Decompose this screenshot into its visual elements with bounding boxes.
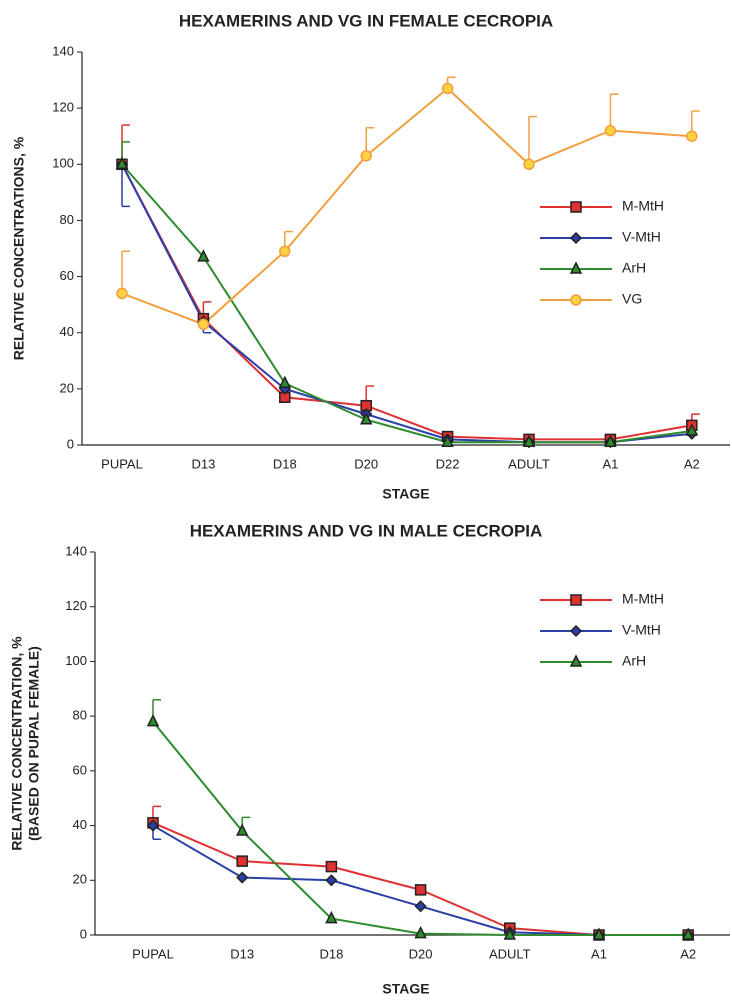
legend-label: V-MtH	[622, 622, 661, 638]
marker	[570, 201, 582, 213]
y-tick-label: 60	[60, 268, 74, 283]
legend-label: M-MtH	[622, 198, 664, 214]
y-tick-label: 80	[60, 212, 74, 227]
marker	[685, 423, 699, 436]
y-tick-label: 80	[73, 708, 87, 723]
y-tick-label: 20	[73, 872, 87, 887]
x-axis-title: STAGE	[382, 981, 429, 997]
y-tick-label: 60	[73, 762, 87, 777]
y-tick-label: 20	[60, 380, 74, 395]
y-tick-label: 100	[52, 156, 74, 171]
error-bar	[528, 115, 537, 165]
x-tick-label: A2	[680, 946, 696, 961]
marker	[414, 900, 427, 913]
marker	[441, 82, 454, 95]
marker	[279, 245, 291, 258]
x-tick-label: A1	[602, 456, 618, 471]
marker	[441, 434, 454, 447]
series-line	[121, 87, 692, 326]
marker	[197, 318, 210, 331]
y-axis-title: (BASED ON PUPAL FEMALE)	[26, 646, 42, 841]
marker	[146, 713, 160, 727]
x-tick-label: D13	[230, 946, 254, 961]
marker	[414, 925, 427, 939]
x-tick-label: PUPAL	[101, 456, 143, 471]
marker	[115, 156, 129, 170]
x-tick-label: ADULT	[489, 946, 531, 961]
marker	[604, 434, 617, 447]
marker	[359, 412, 373, 425]
x-axis-title: STAGE	[382, 486, 429, 502]
x-tick-label: D20	[354, 456, 378, 471]
series-line	[121, 163, 692, 444]
marker	[569, 624, 583, 638]
x-tick-label: D22	[436, 456, 460, 471]
marker	[360, 150, 372, 162]
y-tick-label: 40	[73, 817, 87, 832]
error-bar	[609, 93, 619, 131]
legend-label: ArH	[622, 653, 646, 669]
legend-label: V-MtH	[622, 229, 661, 245]
marker	[570, 594, 582, 606]
y-tick-label: 0	[80, 926, 87, 941]
marker	[569, 231, 583, 245]
marker	[604, 124, 617, 137]
series-line	[152, 824, 689, 936]
marker	[503, 927, 517, 940]
x-tick-label: D18	[273, 456, 297, 471]
legend-label: VG	[622, 291, 642, 307]
series-line	[121, 163, 692, 444]
y-tick-label: 120	[65, 598, 87, 613]
marker	[569, 261, 583, 274]
marker	[686, 130, 698, 142]
y-tick-label: 100	[65, 653, 87, 668]
marker	[278, 375, 292, 388]
marker	[116, 287, 128, 300]
marker	[592, 927, 606, 940]
y-tick-label: 140	[65, 543, 87, 558]
x-tick-label: A2	[684, 456, 700, 471]
legend-label: M-MtH	[622, 591, 664, 607]
marker	[522, 434, 536, 447]
y-tick-label: 140	[52, 43, 74, 58]
marker	[325, 860, 338, 873]
series-line	[152, 821, 689, 936]
marker	[569, 654, 583, 667]
y-tick-label: 120	[52, 100, 74, 115]
chart-title: HEXAMERINS AND VG IN MALE CECROPIA	[190, 521, 543, 540]
error-bar	[121, 124, 130, 165]
marker	[146, 819, 160, 832]
marker	[235, 823, 249, 836]
x-tick-label: D13	[191, 456, 215, 471]
marker	[236, 855, 248, 867]
marker	[197, 249, 210, 262]
x-tick-label: A1	[591, 946, 607, 961]
marker	[325, 874, 338, 887]
y-tick-label: 0	[67, 436, 74, 451]
x-tick-label: D18	[319, 946, 343, 961]
marker	[236, 871, 249, 884]
marker	[681, 927, 695, 940]
error-bar	[121, 250, 130, 294]
y-tick-label: 40	[60, 324, 74, 339]
chart-title: HEXAMERINS AND VG IN FEMALE CECROPIA	[179, 11, 553, 30]
x-tick-label: ADULT	[508, 456, 550, 471]
marker	[523, 158, 535, 171]
marker	[570, 294, 582, 306]
y-axis-title: RELATIVE CONCENTRATIONS, %	[11, 136, 27, 360]
x-tick-label: D20	[409, 946, 433, 961]
marker	[414, 884, 427, 896]
error-bar	[121, 164, 130, 208]
x-tick-label: PUPAL	[132, 946, 174, 961]
y-axis-title: RELATIVE CONCENTRATION, %	[9, 636, 25, 851]
marker	[325, 910, 338, 924]
legend-label: ArH	[622, 260, 646, 276]
